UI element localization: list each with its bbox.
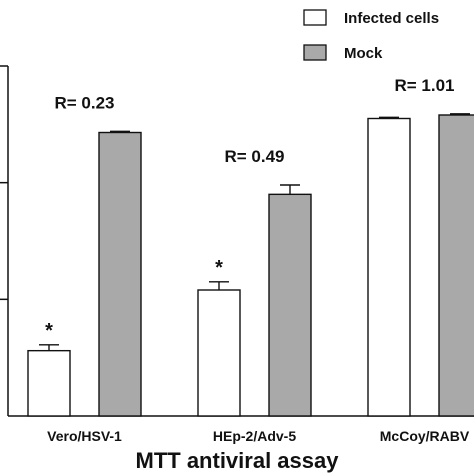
ratio-label: R= 1.01	[394, 76, 454, 95]
legend-swatch-infected-cells	[303, 9, 327, 26]
bar-mock	[268, 193, 312, 417]
bar-infected-cells	[367, 117, 411, 417]
significance-mark: *	[45, 320, 53, 342]
bar-group	[27, 113, 474, 417]
bar-infected-cells	[197, 289, 241, 417]
bar-infected-cells	[27, 349, 71, 417]
legend-label-infected-cells: Infected cells	[344, 10, 439, 27]
ratio-label: R= 0.23	[54, 93, 114, 112]
x-axis-title: MTT antiviral assay	[136, 448, 340, 473]
x-tick-label: HEp-2/Adv-5	[213, 428, 296, 444]
x-tick-label: Vero/HSV-1	[47, 428, 122, 444]
significance-mark: *	[215, 257, 223, 279]
legend-label-mock: Mock	[344, 45, 383, 62]
legend-swatch-mock	[303, 44, 327, 61]
annotation-group: * R= 0.23 Vero/HSV-1 * R= 0.49 HEp-2/Adv-5 R= …	[45, 76, 470, 444]
bar-mock	[98, 131, 142, 417]
ratio-label: R= 0.49	[224, 147, 284, 166]
bar-mock	[438, 114, 474, 417]
x-tick-label: McCoy/RABV	[380, 428, 470, 444]
legend: Infected cells Mock	[303, 9, 439, 62]
